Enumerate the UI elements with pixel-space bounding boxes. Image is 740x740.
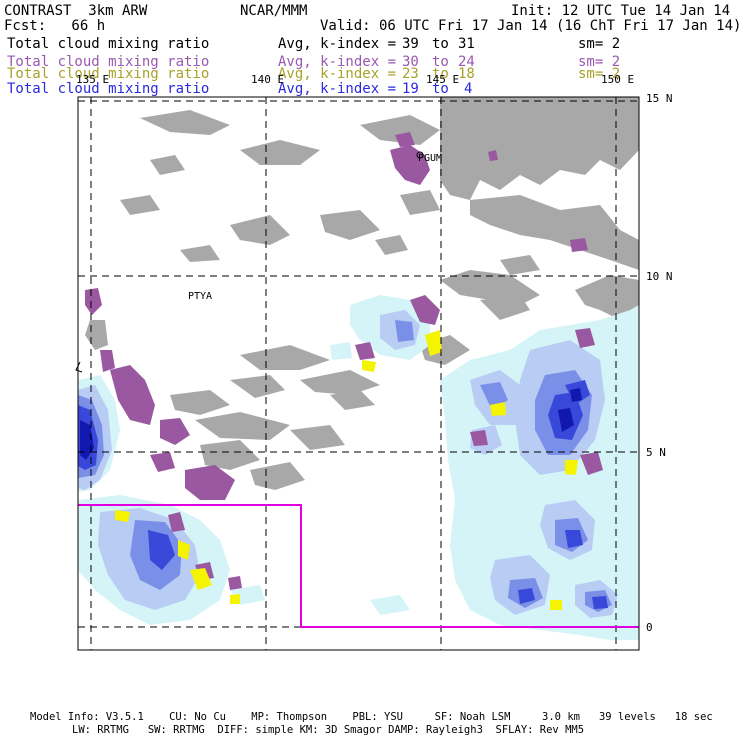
lon-label-150: 150 E	[601, 73, 635, 86]
dark-blue-cloud-cores	[80, 388, 582, 460]
model-title: CONTRAST 3km ARW	[4, 3, 148, 19]
valid-time: Valid: 06 UTC Fri 17 Jan 14 (16 ChT Fri …	[320, 18, 740, 34]
inner-domain-outline	[78, 504, 639, 628]
field-to-4: 4	[464, 81, 473, 97]
field-to-1: 31	[458, 36, 475, 52]
field-sm-3: sm= 2	[578, 66, 621, 82]
station-label-ptya: PTYA	[188, 291, 213, 302]
organization: NCAR/MMM	[240, 3, 308, 19]
field-to-word-2: to	[432, 54, 449, 70]
lon-label-140: 140 E	[251, 73, 285, 86]
field-name-4: Total cloud mixing ratio	[7, 81, 210, 97]
lon-label-135: 135 E	[76, 73, 110, 86]
field-sm-2: sm= 2	[578, 54, 621, 70]
field-to-2: 24	[458, 54, 475, 70]
field-to-word-1: to	[432, 36, 449, 52]
purple-cloud-field	[85, 132, 603, 590]
field-avg-1: Avg, k-index =	[278, 36, 397, 52]
station-marker-pgum	[416, 151, 424, 159]
field-from-3: 23	[402, 66, 419, 82]
lat-label-10n: 10 N	[646, 270, 673, 283]
lat-label-5n: 5 N	[646, 446, 666, 459]
model-info-line-1: Model Info: V3.5.1 CU: No Cu MP: Thompso…	[30, 711, 713, 723]
model-info-line-2: LW: RRTMG SW: RRTMG DIFF: simple KM: 3D …	[72, 724, 585, 736]
field-sm-1: sm= 2	[578, 36, 621, 52]
field-avg-3: Avg, k-index =	[278, 66, 397, 82]
lat-label-0: 0	[646, 621, 653, 634]
field-avg-2: Avg, k-index =	[278, 54, 397, 70]
init-time: Init: 12 UTC Tue 14 Jan 14	[511, 3, 731, 19]
field-name-1: Total cloud mixing ratio	[7, 36, 210, 52]
field-avg-4: Avg, k-index =	[278, 81, 397, 97]
map-frame	[77, 96, 640, 651]
station-label-pgum: PGUM	[418, 153, 443, 164]
coast-mark	[75, 361, 83, 373]
field-to-word-3: to	[432, 66, 449, 82]
lon-label-145: 145 E	[426, 73, 460, 86]
forecast-hour: Fcst: 66 h	[4, 18, 106, 34]
field-from-4: 19	[402, 81, 419, 97]
field-name-3: Total cloud mixing ratio	[7, 66, 210, 82]
field-to-3: 18	[458, 66, 475, 82]
field-to-word-4: to	[432, 81, 449, 97]
field-from-2: 30	[402, 54, 419, 70]
field-name-2: Total cloud mixing ratio	[7, 54, 210, 70]
field-from-1: 39	[402, 36, 419, 52]
lat-label-15n: 15 N	[646, 92, 673, 105]
yellow-cloud-field	[115, 330, 578, 610]
